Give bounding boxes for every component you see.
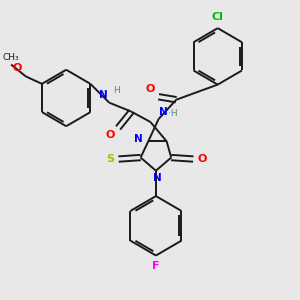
Text: N: N	[134, 134, 143, 144]
Text: N: N	[99, 90, 108, 100]
Text: O: O	[13, 64, 22, 74]
Text: O: O	[146, 84, 155, 94]
Text: N: N	[153, 173, 162, 183]
Text: CH₃: CH₃	[3, 52, 20, 62]
Text: O: O	[197, 154, 206, 164]
Text: O: O	[105, 130, 115, 140]
Text: N: N	[160, 107, 168, 117]
Text: F: F	[152, 261, 160, 271]
Text: Cl: Cl	[212, 12, 224, 22]
Text: S: S	[107, 154, 115, 164]
Text: ·H: ·H	[168, 109, 178, 118]
Text: H: H	[113, 86, 119, 95]
